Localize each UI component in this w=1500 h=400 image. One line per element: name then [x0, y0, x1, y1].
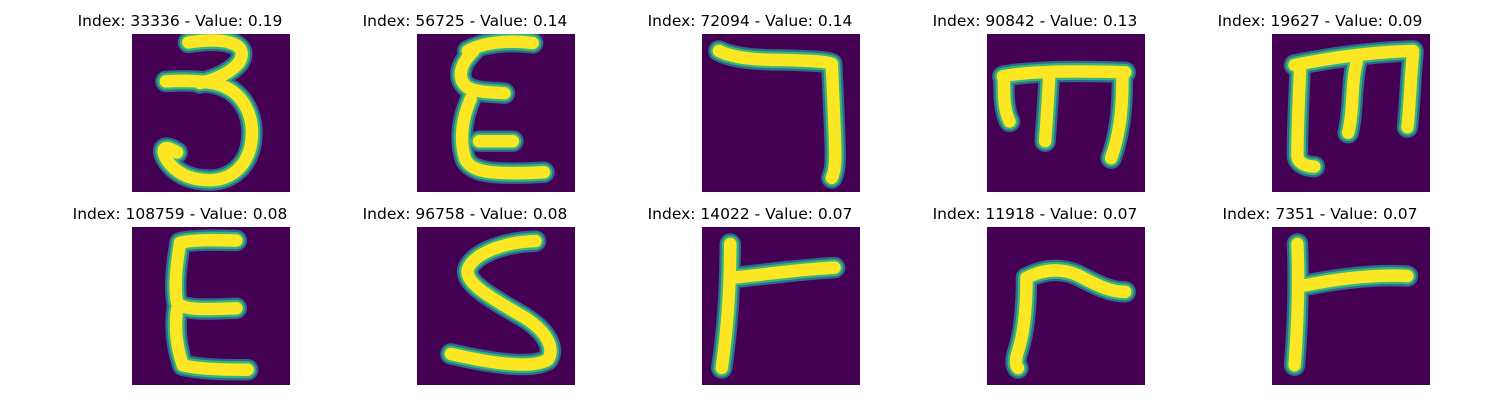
panel-5: Index: 19627 - Value: 0.09 — [1170, 0, 1470, 192]
panel-title: Index: 72094 - Value: 0.14 — [647, 12, 853, 30]
glyph-image — [987, 227, 1145, 385]
glyph-stroke — [1341, 56, 1363, 139]
glyph-image — [987, 34, 1145, 192]
glyph-stroke — [444, 234, 557, 371]
glyph-stroke — [1401, 47, 1420, 134]
panel-title: Index: 14022 - Value: 0.07 — [647, 205, 853, 223]
panel-title: Index: 7351 - Value: 0.07 — [1222, 205, 1418, 223]
glyph-stroke — [996, 65, 1132, 83]
glyph-stroke — [455, 92, 551, 180]
glyph-stroke — [1020, 264, 1132, 299]
panel-title: Index: 11918 - Value: 0.07 — [932, 205, 1138, 223]
glyph-image — [417, 227, 575, 385]
glyph-stroke — [715, 237, 737, 375]
glyph-stroke — [173, 233, 243, 250]
panel-7: Index: 96758 - Value: 0.08 — [315, 193, 615, 385]
panel-1: Index: 33336 - Value: 0.19 — [30, 0, 330, 192]
glyph-image — [702, 34, 860, 192]
glyph-stroke — [1288, 237, 1305, 372]
panel-title: Index: 33336 - Value: 0.19 — [77, 12, 283, 30]
panel-4: Index: 90842 - Value: 0.13 — [885, 0, 1185, 192]
panel-3: Index: 72094 - Value: 0.14 — [600, 0, 900, 192]
glyph-stroke — [1104, 70, 1129, 165]
panel-6: Index: 108759 - Value: 0.08 — [30, 193, 330, 385]
glyph-image — [417, 34, 575, 192]
glyph-stroke — [724, 261, 841, 284]
panel-title: Index: 56725 - Value: 0.14 — [362, 12, 568, 30]
glyph-stroke — [825, 57, 842, 185]
glyph-stroke — [454, 44, 511, 100]
panel-10: Index: 7351 - Value: 0.07 — [1170, 193, 1470, 385]
glyph-image — [132, 34, 290, 192]
glyph-image — [132, 227, 290, 385]
glyph-stroke — [157, 74, 259, 187]
image-background — [132, 34, 290, 192]
panel-title: Index: 90842 - Value: 0.13 — [932, 12, 1138, 30]
panel-title: Index: 96758 - Value: 0.08 — [362, 205, 568, 223]
glyph-stroke — [1294, 269, 1414, 293]
panel-title: Index: 108759 - Value: 0.08 — [72, 205, 288, 223]
glyph-stroke — [1009, 271, 1033, 375]
glyph-stroke — [1038, 72, 1056, 148]
glyph-image — [702, 227, 860, 385]
panel-8: Index: 14022 - Value: 0.07 — [600, 193, 900, 385]
glyph-stroke — [997, 72, 1016, 128]
panel-2: Index: 56725 - Value: 0.14 — [315, 0, 615, 192]
glyph-stroke — [169, 302, 254, 376]
glyph-image — [1272, 227, 1430, 385]
panel-9: Index: 11918 - Value: 0.07 — [885, 193, 1185, 385]
glyph-stroke — [712, 44, 838, 71]
panel-title: Index: 19627 - Value: 0.09 — [1217, 12, 1423, 30]
glyph-stroke — [1291, 58, 1321, 173]
glyph-image — [1272, 34, 1430, 192]
